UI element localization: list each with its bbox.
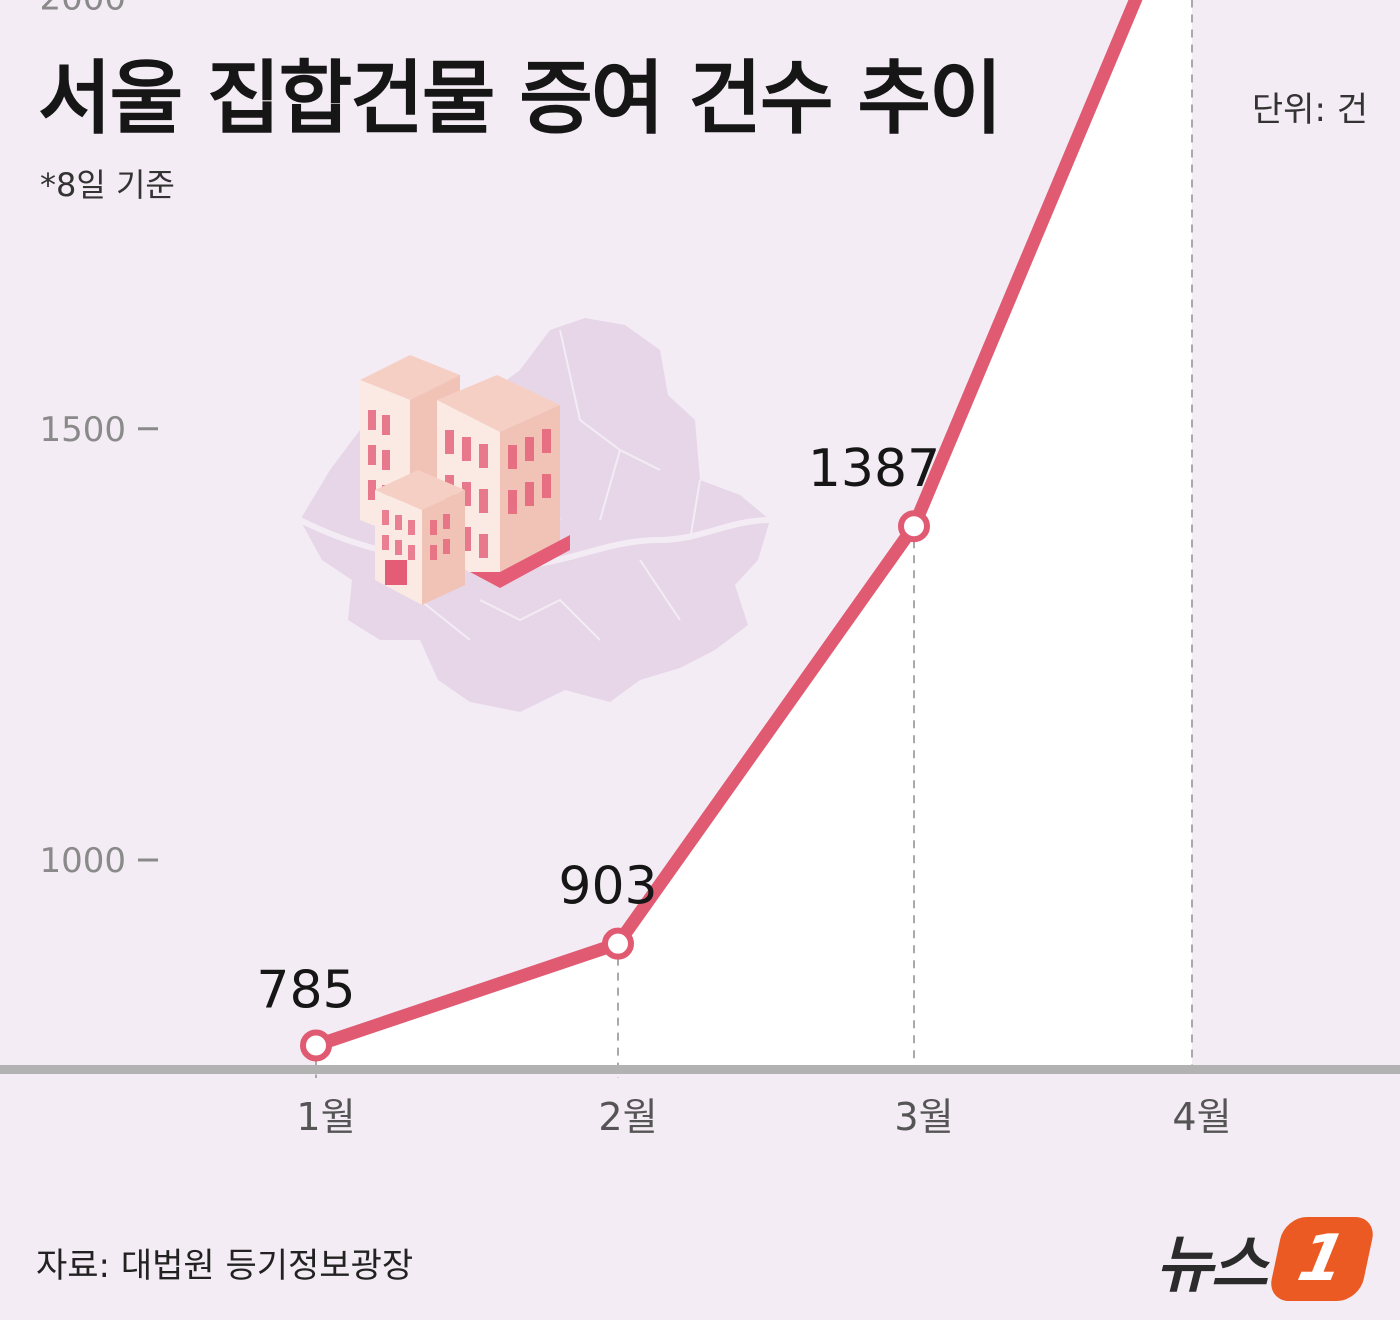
x-axis-line xyxy=(0,1065,1400,1074)
area-fill xyxy=(316,0,1192,1070)
data-label: 1387 xyxy=(808,439,940,499)
x-tick-label: 1월 xyxy=(296,1095,355,1139)
y-tick-label: 2000 xyxy=(39,0,126,19)
source-note: 자료: 대법원 등기정보광장 xyxy=(36,1246,414,1286)
logo-mark-icon: 1 xyxy=(1267,1217,1377,1301)
data-label: 903 xyxy=(558,857,657,917)
y-tick-label: 1500 xyxy=(39,410,126,450)
series-line xyxy=(309,0,1143,1052)
y-tick-label: 1000 xyxy=(39,841,126,881)
apartment-buildings-icon xyxy=(360,355,570,605)
data-point xyxy=(300,1029,332,1062)
date-note: *8일 기준 xyxy=(40,166,175,204)
x-tick-label: 4월 xyxy=(1172,1095,1231,1139)
chart-title: 서울 집합건물 증여 건수 추이 xyxy=(38,52,1003,145)
data-point xyxy=(602,927,634,960)
unit-label: 단위: 건 xyxy=(1251,90,1368,130)
data-label: 785 xyxy=(256,960,355,1020)
x-tick-label: 3월 xyxy=(894,1095,953,1139)
data-point xyxy=(898,510,930,543)
news1-logo: 뉴스 1 xyxy=(1155,1214,1377,1304)
logo-text: 뉴스 xyxy=(1155,1228,1268,1301)
x-tick-label: 2월 xyxy=(598,1095,657,1139)
